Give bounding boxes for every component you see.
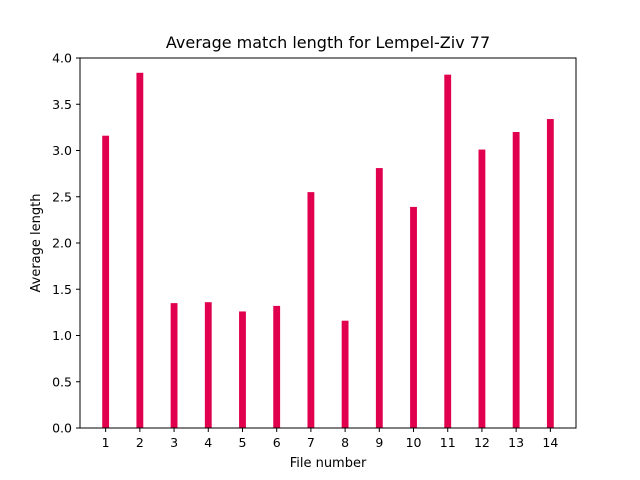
bar-file-5 [239, 311, 246, 428]
y-tick-label: 2.5 [52, 189, 72, 204]
bar-file-3 [170, 303, 178, 428]
x-tick-label: 1 [102, 435, 110, 450]
y-tick-label: 2.0 [52, 236, 72, 251]
y-axis-label: Average length [29, 194, 44, 293]
x-axis-label: File number [290, 456, 367, 471]
y-tick-label: 1.5 [52, 282, 72, 297]
x-tick-label: 14 [542, 435, 558, 450]
x-tick-label: 10 [406, 435, 422, 450]
y-tick-label: 0.0 [52, 421, 72, 436]
x-tick-label: 2 [136, 435, 144, 450]
y-axis: 0.0 0.5 1.0 1.5 2.0 2.5 3.0 3.5 4.0 [52, 51, 80, 436]
x-tick-label: 3 [170, 435, 178, 450]
x-axis: 1 2 3 4 5 6 7 8 9 10 11 12 13 14 [102, 428, 558, 450]
bar-file-9 [375, 168, 383, 428]
chart-title: Average match length for Lempel-Ziv 77 [166, 33, 490, 52]
y-tick-label: 3.0 [52, 143, 72, 158]
y-tick-label: 4.0 [52, 51, 72, 66]
bars-group [102, 72, 554, 429]
bar-file-7 [307, 192, 315, 428]
x-tick-label: 9 [375, 435, 383, 450]
x-tick-label: 11 [440, 435, 456, 450]
bar-file-13 [512, 132, 520, 428]
x-tick-label: 12 [474, 435, 490, 450]
bar-file-11 [444, 74, 452, 429]
y-tick-label: 0.5 [52, 374, 72, 389]
y-tick-label: 3.5 [52, 97, 72, 112]
x-tick-label: 7 [307, 435, 315, 450]
x-tick-label: 8 [341, 435, 349, 450]
bar-file-6 [273, 305, 281, 428]
bar-file-4 [204, 302, 212, 428]
x-tick-label: 13 [508, 435, 524, 450]
bar-file-14 [546, 119, 554, 429]
x-tick-label: 4 [204, 435, 212, 450]
y-tick-label: 1.0 [52, 328, 72, 343]
bar-file-1 [102, 135, 110, 428]
bar-file-2 [136, 72, 144, 429]
bar-file-12 [478, 149, 486, 428]
x-tick-label: 6 [273, 435, 281, 450]
bar-file-10 [410, 206, 417, 428]
bar-file-8 [341, 320, 349, 428]
plot-frame [79, 57, 577, 429]
x-tick-label: 5 [239, 435, 247, 450]
